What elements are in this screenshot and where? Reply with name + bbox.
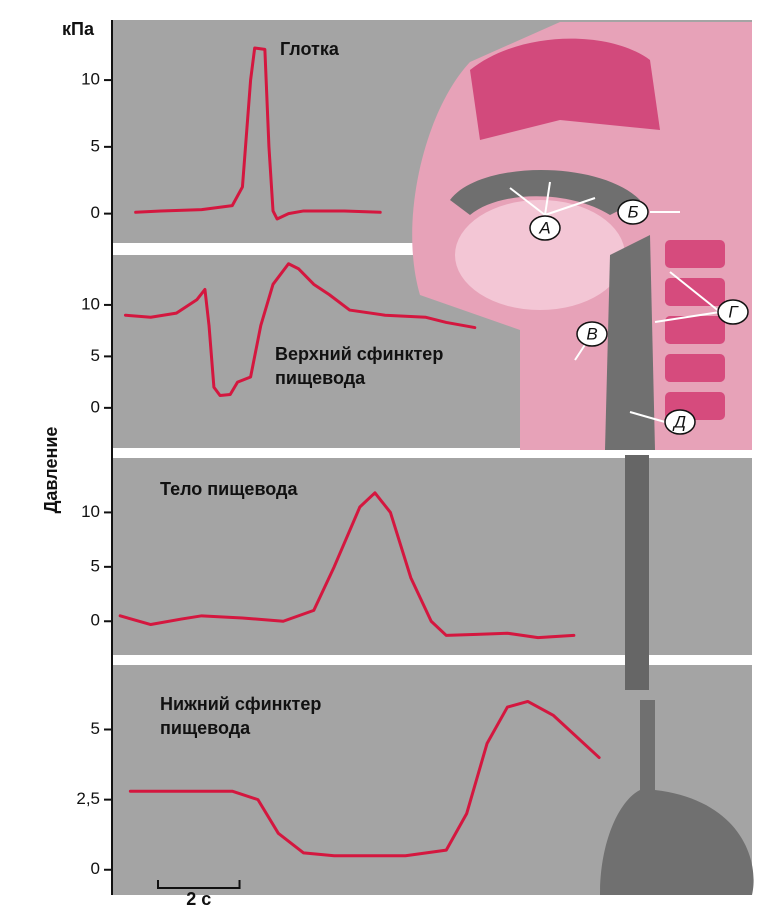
panel-title: пищевода <box>160 718 251 738</box>
scale-bar-label: 2 с <box>186 889 211 909</box>
panel-title: Нижний сфинктер <box>160 694 321 714</box>
y-tick-label: 5 <box>91 719 100 738</box>
y-axis-label: Давление <box>41 427 61 514</box>
y-tick-label: 0 <box>91 397 100 416</box>
unit-label: кПа <box>62 19 95 39</box>
panel-title: Верхний сфинктер <box>275 344 443 364</box>
y-tick-label: 10 <box>81 502 100 521</box>
y-tick-label: 0 <box>91 203 100 222</box>
y-tick-label: 2,5 <box>76 789 100 808</box>
y-tick-label: 10 <box>81 294 100 313</box>
y-tick-label: 5 <box>91 556 100 575</box>
y-tick-label: 5 <box>91 136 100 155</box>
spine <box>665 240 725 420</box>
esophagus <box>625 455 649 690</box>
y-tick-label: 0 <box>91 611 100 630</box>
vertebra <box>665 316 725 344</box>
illustration-label: Б <box>627 202 638 221</box>
illustration-label: А <box>538 218 550 237</box>
vertebra <box>665 354 725 382</box>
panel-title: Тело пищевода <box>160 479 298 499</box>
illustration-label: Д <box>672 412 686 431</box>
y-tick-label: 0 <box>91 859 100 878</box>
panel-title: пищевода <box>275 368 366 388</box>
figure: АБВГД0510Глотка0510Верхний сфинктерпищев… <box>0 0 782 911</box>
y-tick-label: 5 <box>91 346 100 365</box>
page: АБВГД0510Глотка0510Верхний сфинктерпищев… <box>0 0 782 911</box>
panel-title: Глотка <box>280 39 340 59</box>
illustration-label: В <box>586 324 597 343</box>
y-tick-label: 10 <box>81 70 100 89</box>
vertebra <box>665 240 725 268</box>
